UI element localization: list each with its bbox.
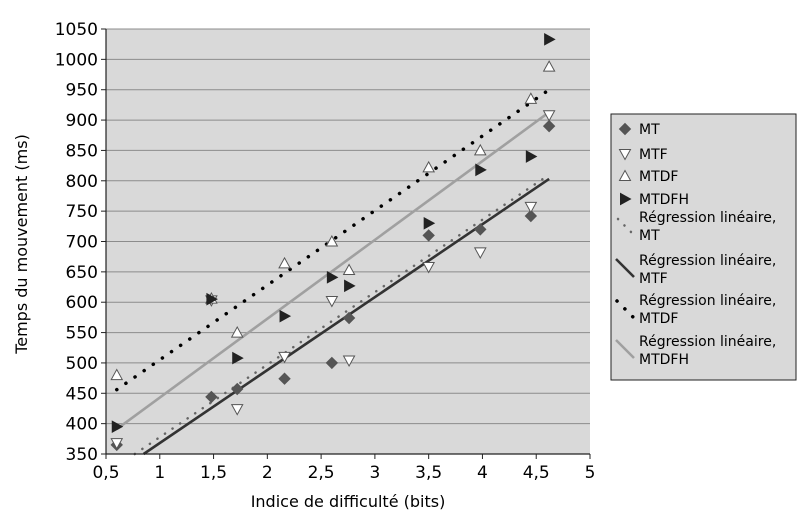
x-tick-label: 2,5	[308, 463, 335, 483]
point-mtf	[110, 438, 124, 450]
legend-label: Régression linéaire, MTDFH	[639, 334, 776, 368]
point-mtdfh	[111, 420, 124, 434]
y-tick-label: 600	[66, 293, 98, 313]
point-mtdfh	[475, 163, 487, 177]
point-mtf	[342, 355, 356, 368]
point-mtf	[473, 247, 487, 259]
y-tick-label: 350	[66, 445, 98, 465]
point-mt	[325, 356, 339, 370]
legend-symbol	[615, 339, 635, 359]
point-mt	[205, 390, 218, 404]
x-tick-label: 0,5	[92, 463, 119, 483]
point-mt	[342, 311, 356, 325]
point-mtdfh	[279, 309, 292, 323]
legend-symbol	[618, 169, 632, 181]
point-mtf	[278, 351, 291, 364]
point-mtf	[230, 404, 244, 416]
legend-label: MTDFH	[639, 192, 689, 208]
gridlines	[106, 28, 590, 455]
y-tick-label: 650	[66, 263, 98, 283]
y-axis-title: Temps du mouvement (ms)	[12, 134, 31, 355]
y-tick-label: 450	[66, 384, 98, 404]
x-tick-label: 1,5	[200, 463, 227, 483]
legend-symbol	[615, 299, 635, 319]
x-tick-label: 4,5	[523, 463, 550, 483]
point-mtdfh	[232, 351, 244, 365]
y-tick-label: 400	[66, 415, 98, 435]
point-mtdf	[422, 160, 436, 173]
y-tick-label: 700	[66, 233, 98, 253]
legend-symbol	[618, 149, 632, 161]
legend-label: MTF	[639, 147, 668, 163]
x-tick-label: 5	[585, 463, 596, 483]
point-mtdfh	[344, 279, 356, 293]
point-mtdfh	[525, 150, 538, 163]
point-mtdfh	[544, 32, 556, 46]
legend-label: MT	[639, 122, 660, 138]
point-mtf	[325, 296, 339, 308]
point-mtdf	[524, 92, 538, 104]
point-mtdfh	[206, 292, 218, 306]
point-mtdf	[230, 326, 244, 338]
legend-symbol	[618, 122, 632, 136]
x-tick-label: 4	[477, 463, 488, 483]
y-tick-label: 750	[66, 202, 98, 222]
y-tick-label: 550	[66, 324, 98, 344]
x-tick-label: 3	[369, 463, 380, 483]
trendline-r-gression-lin-aire-mtdf	[115, 87, 551, 392]
point-mtdf	[542, 60, 556, 72]
data-points	[110, 32, 556, 452]
point-mt	[524, 209, 538, 223]
point-mtdfh	[423, 216, 436, 230]
legend-label: Régression linéaire, MTDF	[639, 293, 776, 327]
legend-symbol	[616, 217, 634, 235]
point-mtdf	[342, 263, 356, 276]
legend: MT MTF MTDF MTDFH Régression linéaire, MT Régr…	[610, 113, 797, 381]
legend-box	[610, 113, 797, 381]
legend-label: Régression linéaire, MT	[639, 210, 776, 244]
legend-label: Régression linéaire, MTF	[639, 253, 776, 287]
point-mt	[278, 372, 291, 385]
point-mt	[231, 382, 244, 396]
y-tick-label: 900	[66, 111, 98, 131]
y-tick-label: 800	[66, 172, 98, 192]
point-mtdfh	[326, 270, 339, 284]
point-mtf	[422, 262, 436, 274]
y-tick-label: 500	[66, 354, 98, 374]
y-tick-label: 850	[66, 141, 98, 161]
point-mtdf	[110, 368, 124, 381]
x-tick-label: 1	[154, 463, 165, 483]
point-mtf	[542, 110, 556, 122]
y-tick-label: 950	[66, 81, 98, 101]
point-mtdf	[278, 256, 291, 269]
point-mtdf	[473, 143, 487, 156]
legend-label: MTDF	[639, 169, 678, 185]
x-tick-label: 3,5	[415, 463, 442, 483]
tick-labels: 0,5 1 1,5 2 2,5 3 3,5 4 4,5 5 350 400 450 500 550 600 65…	[55, 20, 596, 483]
y-tick-label: 1000	[55, 50, 98, 70]
y-tick-label: 1050	[55, 20, 98, 40]
point-mt	[474, 223, 487, 236]
x-axis-title: Indice de difficulté (bits)	[251, 492, 446, 511]
point-mtf	[524, 201, 538, 214]
x-tick-label: 2	[262, 463, 273, 483]
point-mt	[422, 229, 435, 242]
legend-symbol	[615, 258, 635, 278]
point-mtdf	[325, 234, 339, 247]
legend-symbol	[620, 192, 632, 206]
point-mt	[542, 119, 556, 133]
axes	[101, 28, 591, 459]
